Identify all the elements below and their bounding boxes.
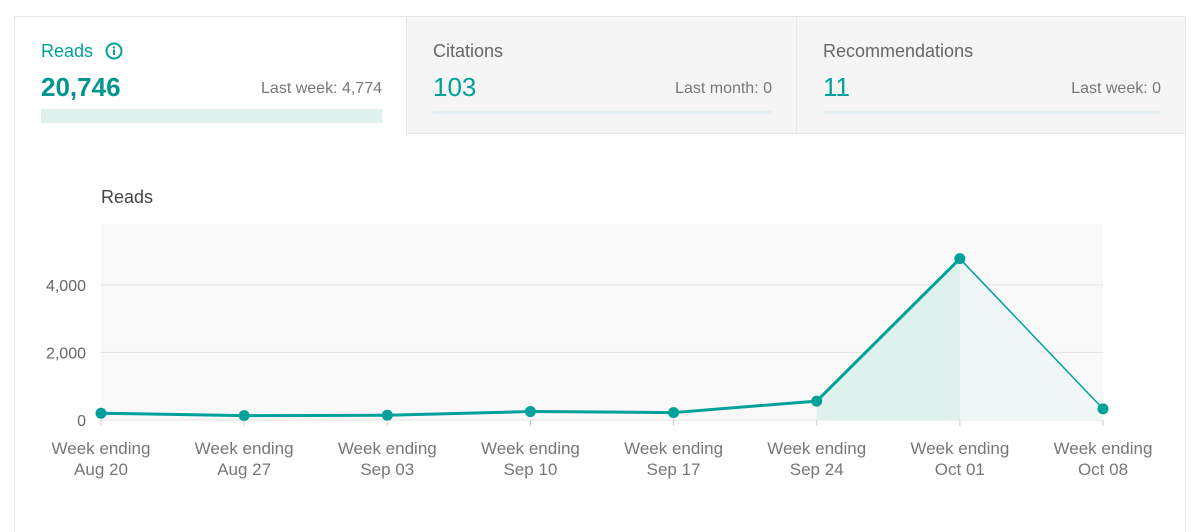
data-point <box>95 407 107 419</box>
series-line-segment <box>672 399 819 415</box>
x-tick-label-line2: Oct 08 <box>1078 460 1128 479</box>
y-tick-label: 0 <box>77 413 86 430</box>
tab-reads-title: Reads <box>41 41 94 61</box>
x-tick-label-line1: Week ending <box>195 439 294 458</box>
x-tick-label-line1: Week ending <box>338 439 437 458</box>
tab-recommendations-sub: Last week: 0 <box>1071 80 1161 97</box>
area-fill-after <box>959 258 1103 420</box>
tab-recommendations-value: 11 <box>823 72 850 102</box>
metric-tabs: Reads 20,746 Last week: 4,774 Citations … <box>14 16 1186 136</box>
tab-recommendations-bar <box>823 111 1161 114</box>
series-line-segment <box>815 257 962 403</box>
series-line-segment <box>385 410 532 417</box>
data-point <box>238 410 250 422</box>
series-line-segment <box>528 410 676 415</box>
tab-citations-value: 103 <box>433 72 477 102</box>
x-tick-label-line1: Week ending <box>1054 439 1153 458</box>
x-tick-label-line2: Aug 20 <box>74 460 128 479</box>
series-line-segment <box>959 257 1104 410</box>
x-tick-label-line1: Week ending <box>767 439 866 458</box>
x-tick-label-line2: Sep 10 <box>503 460 557 479</box>
tab-citations[interactable]: Citations 103 Last month: 0 <box>407 16 797 134</box>
area-fill <box>816 258 960 420</box>
tab-citations-sub: Last month: 0 <box>675 80 772 97</box>
tab-reads-value: 20,746 <box>41 72 121 102</box>
y-tick-label: 4,000 <box>46 278 86 295</box>
x-tick-label-line1: Week ending <box>52 439 151 458</box>
data-point <box>811 395 823 407</box>
tab-reads-sub: Last week: 4,774 <box>261 80 382 97</box>
tab-recommendations[interactable]: Recommendations 11 Last week: 0 <box>797 16 1186 134</box>
x-tick-label-line1: Week ending <box>910 439 1009 458</box>
data-point <box>1097 403 1109 415</box>
series-line-segment <box>99 411 246 418</box>
data-point <box>668 407 680 419</box>
tab-reads[interactable]: Reads 20,746 Last week: 4,774 <box>14 16 407 136</box>
x-tick-label-line2: Aug 27 <box>217 460 271 479</box>
x-tick-label-line1: Week ending <box>624 439 723 458</box>
y-tick-label: 2,000 <box>46 345 86 362</box>
tab-recommendations-title: Recommendations <box>823 41 974 61</box>
x-tick-label-line2: Oct 01 <box>935 460 985 479</box>
chart-title: Reads <box>101 187 154 207</box>
x-tick-label-line2: Sep 17 <box>647 460 701 479</box>
x-tick-label-line2: Sep 03 <box>360 460 414 479</box>
x-tick-label-line1: Week ending <box>481 439 580 458</box>
tab-reads-bar <box>41 109 382 123</box>
tab-citations-title: Citations <box>433 41 504 61</box>
data-point <box>524 406 536 418</box>
info-icon[interactable] <box>105 42 123 60</box>
data-point <box>954 253 966 265</box>
tab-citations-bar <box>433 111 772 114</box>
data-point <box>381 409 393 421</box>
x-tick-label-line2: Sep 24 <box>790 460 844 479</box>
